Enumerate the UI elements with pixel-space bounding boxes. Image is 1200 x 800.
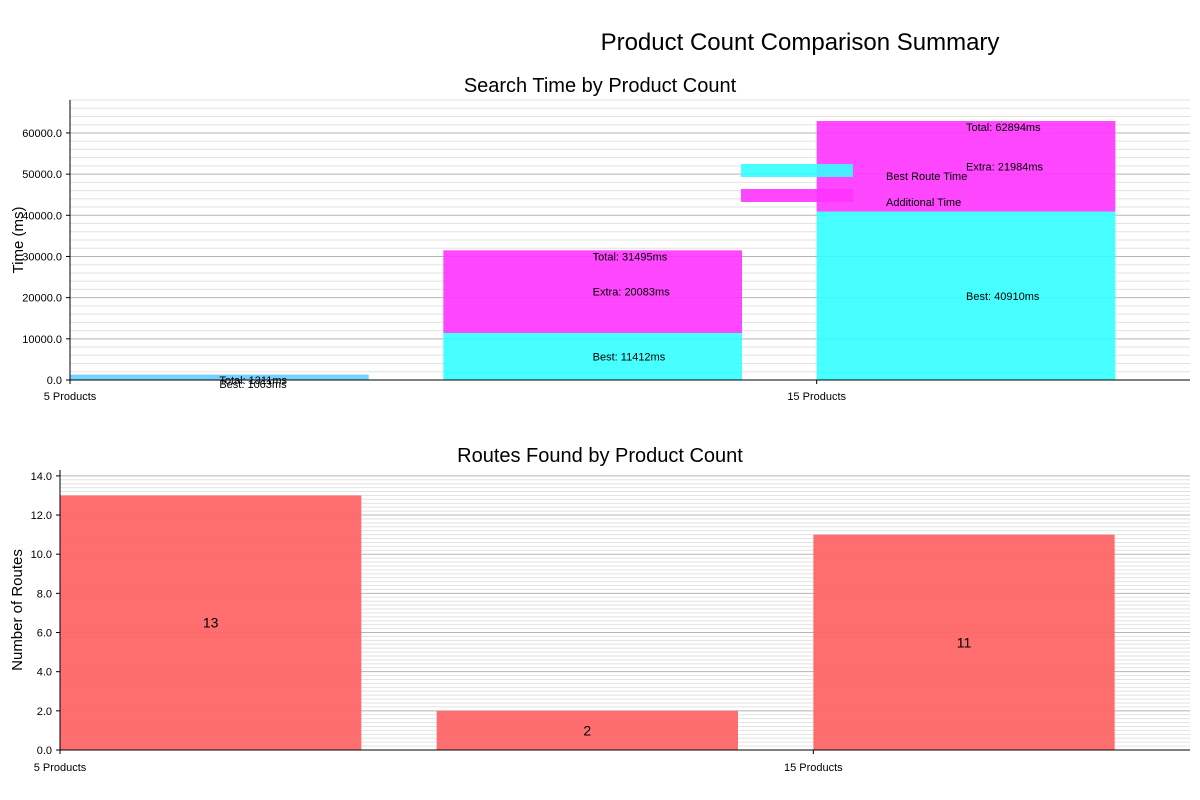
y-tick-label: 8.0 [37,588,52,600]
y-ticks: 0.0 2.0 4.0 6.0 8.0 10.0 12.0 14.0 [31,471,60,757]
bar-total [70,374,369,380]
y-tick-label: 0.0 [47,375,62,387]
y-tick-label: 0.0 [37,745,52,757]
y-tick-label: 10.0 [31,549,52,561]
suptitle: Product Count Comparison Summary [601,29,1000,56]
routes-found-chart: Routes Found by Product Count Number of … [9,445,1190,774]
y-tick-label: 12.0 [31,510,52,522]
legend-swatch-extra [741,189,853,202]
chart-title: Search Time by Product Count [464,75,737,97]
y-tick-label: 30000.0 [22,251,62,263]
label-best: Best: 1063ms [219,379,287,391]
bar-best [816,211,1116,380]
x-tick-label: 5 Products [34,762,87,774]
y-tick-label: 40000.0 [22,210,62,222]
label-extra: Extra: 21984ms [966,161,1044,173]
bar-value-label: 11 [957,634,972,650]
chart-title: Routes Found by Product Count [457,445,743,467]
x-tick-label: 15 Products [787,391,846,403]
search-time-chart: Search Time by Product Count Time (ms) 0… [10,75,1190,403]
label-best: Best: 11412ms [593,352,666,364]
y-tick-label: 60000.0 [22,128,62,140]
y-axis-label: Number of Routes [9,549,26,671]
y-tick-label: 14.0 [31,471,52,483]
bar [436,710,738,750]
y-axis-label: Time (ms) [10,207,27,274]
bar-best [443,333,742,380]
label-extra: Extra: 20083ms [593,287,671,299]
x-tick-label: 5 Products [44,391,97,403]
y-tick-label: 4.0 [37,667,52,679]
label-best: Best: 40910ms [966,291,1040,303]
label-total: Total: 1311ms [219,375,287,387]
y-tick-label: 2.0 [37,706,52,718]
bar-extra [816,121,1116,212]
bars [60,495,1115,750]
bar [60,495,362,750]
x-ticks: 5 Products 15 Products [34,750,843,774]
y-tick-label: 10000.0 [22,334,62,346]
y-ticks: 0.0 10000.0 20000.0 30000.0 40000.0 50000.0 60… [22,128,70,387]
y-tick-label: 20000.0 [22,293,62,305]
bar-value-label: 13 [203,615,219,631]
y-tick-label: 50000.0 [22,169,62,181]
legend-swatch-best [741,164,853,177]
legend: Best Route Time Additional Time [741,164,967,209]
bar [813,534,1115,750]
legend-label-best: Best Route Time [886,171,967,183]
x-ticks: 5 Products 15 Products [44,380,847,403]
label-total: Total: 31495ms [593,251,668,263]
legend-label-extra: Additional Time [886,197,961,209]
bars [70,121,1116,380]
label-total: Total: 62894ms [966,122,1041,134]
y-tick-label: 6.0 [37,628,52,640]
bar-value-label: 2 [583,722,591,738]
x-tick-label: 15 Products [784,762,843,774]
bar-labels: 13 2 11 [203,615,972,739]
bar-extra [443,250,742,334]
